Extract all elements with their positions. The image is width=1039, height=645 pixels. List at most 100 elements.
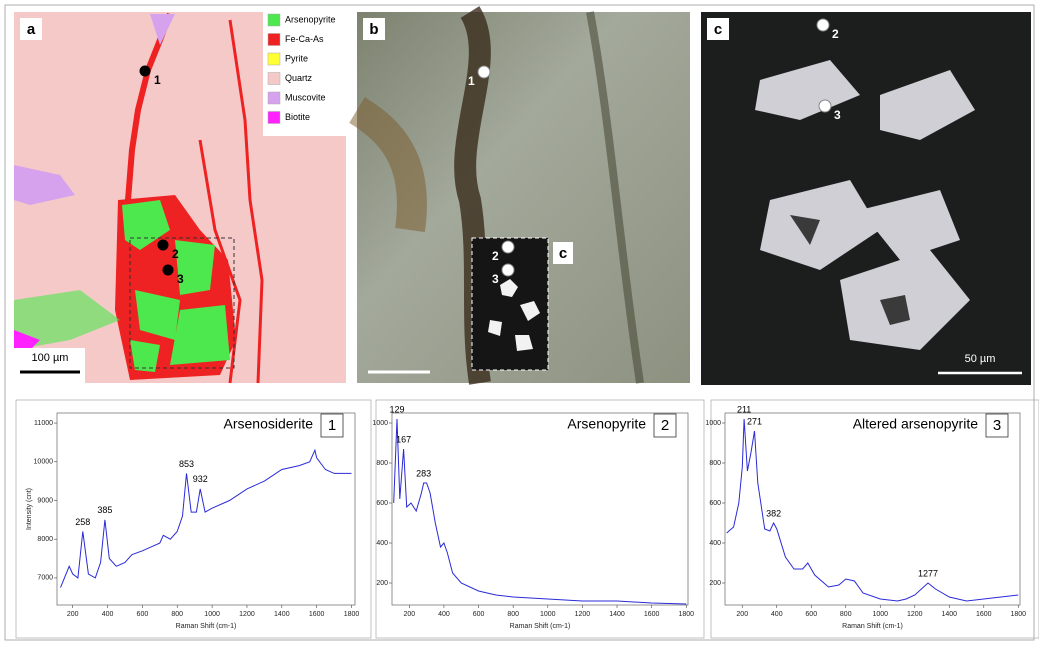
analysis-point [163,265,173,275]
point-number: 1 [328,417,336,434]
x-tick-label: 200 [736,611,748,618]
y-tick-label: 800 [709,460,721,467]
x-tick-label: 1200 [575,611,591,618]
spectrum-frame [16,400,371,638]
x-tick-label: 800 [840,611,852,618]
y-tick-label: 7000 [37,575,53,582]
legend-label: Arsenopyrite [285,14,336,24]
x-tick-label: 400 [771,611,783,618]
spectrum-line [61,450,352,587]
x-tick-label: 600 [473,611,485,618]
panel-label: c [714,21,722,38]
panel-c: 50 µm [701,12,1031,385]
x-tick-label: 1600 [644,611,660,618]
peak-label: 853 [179,459,194,469]
x-tick-label: 1200 [239,611,255,618]
peak-label: 167 [396,434,411,444]
point-label: 1 [468,74,475,88]
x-tick-label: 200 [403,611,415,618]
y-tick-label: 1000 [705,420,721,427]
y-tick-label: 800 [376,460,388,467]
peak-label: 932 [193,474,208,484]
legend-label: Fe-Ca-As [285,34,324,44]
y-tick-label: 8000 [37,536,53,543]
x-tick-label: 1800 [344,611,360,618]
legend-label: Biotite [285,112,310,122]
spectrum-title: Arsenopyrite [567,416,646,432]
y-tick-label: 200 [376,580,388,587]
scale-label: 50 µm [965,353,996,365]
x-tick-label: 1800 [1010,611,1026,618]
legend-swatch [268,73,280,85]
y-axis-title: Intensity (cnt) [26,488,33,530]
panel-a: 100 µm [14,12,346,383]
x-tick-label: 1800 [678,611,694,618]
point-label: 3 [834,108,841,122]
legend-swatch [268,112,280,124]
point-label: 3 [177,272,184,286]
legend-swatch [268,92,280,104]
spectrum-title: Altered arsenopyrite [853,416,979,432]
x-tick-label: 1400 [274,611,290,618]
y-tick-label: 600 [376,500,388,507]
legend-label: Muscovite [285,92,326,102]
y-tick-label: 200 [709,580,721,587]
analysis-point [158,240,168,250]
analysis-point [478,66,490,78]
point-label: 3 [492,272,499,286]
point-label: 2 [832,27,839,41]
y-tick-label: 10000 [34,459,54,466]
map-arsenopyrite [175,240,215,295]
panel-b: c [357,12,690,383]
y-tick-label: 11000 [34,420,53,427]
y-tick-label: 400 [709,540,721,547]
spectrum-line [394,419,687,604]
y-tick-label: 9000 [37,497,53,504]
legend-swatch [268,14,280,26]
y-tick-label: 1000 [372,420,388,427]
x-tick-label: 400 [438,611,450,618]
y-tick-label: 600 [709,500,721,507]
analysis-point [140,66,150,76]
x-axis-title: Raman Shift (cm-1) [842,623,903,630]
page: Figure {"panels": [ {"label": "a", "lege… [0,0,1039,645]
legend-swatch [268,34,280,46]
panel-label: b [369,21,378,38]
photo-inset-box [472,238,548,370]
page-body: 100 µm c 50 µm abcArsenopyriteFe-Ca-AsPy… [0,0,1039,645]
peak-label: 382 [766,508,781,518]
x-axis-title: Raman Shift (cm-1) [510,623,571,630]
figure: 100 µm c 50 µm abcArsenopyriteFe-Ca-AsPy… [0,0,1039,645]
point-label: 2 [492,249,499,263]
peak-label: 258 [75,517,90,527]
point-number: 2 [661,417,669,434]
x-tick-label: 800 [171,611,183,618]
point-label: 1 [154,73,161,87]
x-tick-label: 1600 [309,611,325,618]
x-tick-label: 1600 [976,611,992,618]
y-tick-label: 400 [376,540,388,547]
legend-label: Pyrite [285,53,308,63]
analysis-point [502,264,514,276]
analysis-point [502,241,514,253]
peak-label: 283 [416,468,431,478]
peak-label: 211 [737,404,751,414]
legend-label: Quartz [285,73,313,83]
spectrum: 2004006008001000120014001600180020040060… [705,400,1039,638]
x-tick-label: 200 [67,611,79,618]
plot-frame [392,413,688,605]
x-tick-label: 1000 [204,611,220,618]
x-tick-label: 1000 [872,611,888,618]
x-tick-label: 1000 [540,611,556,618]
spectrum-title: Arsenosiderite [224,416,314,432]
point-label: 2 [172,247,179,261]
panel-label: a [27,21,36,38]
x-axis-title: Raman Shift (cm-1) [176,623,237,630]
scale-label: 100 µm [32,352,69,364]
x-tick-label: 1400 [941,611,957,618]
x-tick-label: 800 [507,611,519,618]
peak-label: 385 [97,505,112,515]
peak-label: 271 [747,416,762,426]
